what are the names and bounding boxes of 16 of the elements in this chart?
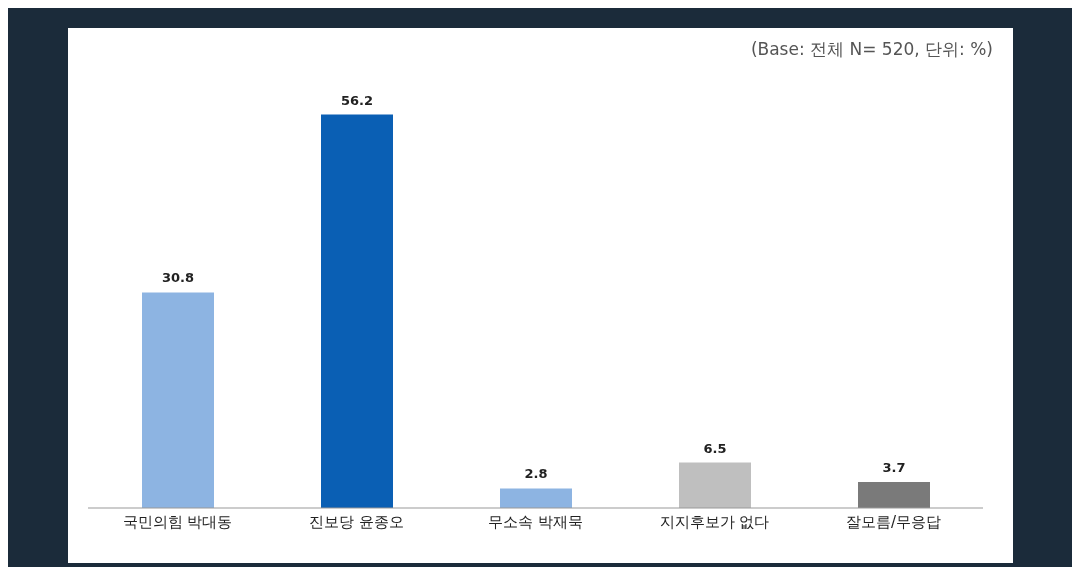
x-tick-label: 무소속 박재묵 — [488, 512, 583, 531]
bar — [500, 488, 572, 508]
data-label: 3.7 — [882, 460, 906, 476]
data-label: 56.2 — [340, 92, 374, 108]
data-label: 2.8 — [524, 466, 548, 482]
data-label: 30.8 — [161, 270, 195, 286]
data-label: 6.5 — [703, 440, 727, 456]
x-tick-label: 진보당 윤종오 — [309, 512, 404, 531]
x-tick-label: 국민의힘 박대동 — [122, 512, 233, 531]
bar — [142, 292, 214, 508]
bar — [321, 114, 393, 508]
text: (Base: 전체 N= 520, 단위: %) — [750, 38, 993, 61]
bar — [679, 462, 751, 508]
x-tick-label: 지지후보가 없다 — [659, 512, 770, 531]
x-tick-label: 잘모름/무응답 — [845, 512, 942, 531]
bar — [858, 482, 930, 508]
